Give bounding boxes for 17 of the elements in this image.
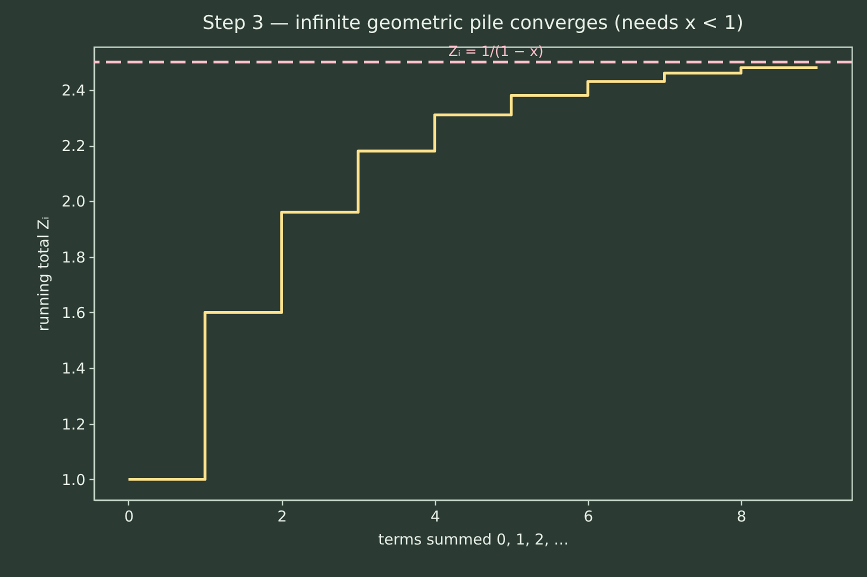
annotation: Zᵢ = 1/(1 − x)	[448, 44, 544, 60]
y-tick-label: 2.0	[62, 192, 86, 211]
chart-title: Step 3 — infinite geometric pile converges (needs x < 1)	[202, 12, 744, 34]
y-tick-label: 1.4	[62, 360, 86, 378]
x-tick-label: 6	[584, 508, 594, 526]
y-tick-label: 1.8	[62, 248, 86, 266]
x-tick-label: 2	[277, 508, 287, 526]
y-tick-label: 1.0	[62, 470, 86, 489]
x-tick-label: 4	[430, 508, 440, 526]
y-tick-label: 1.6	[62, 304, 86, 322]
y-tick-label: 2.2	[62, 137, 86, 155]
y-tick-label: 1.2	[62, 415, 86, 434]
y-axis-title: running total Zᵢ	[34, 216, 53, 332]
y-tick-label: 2.4	[62, 81, 86, 100]
x-tick-label: 0	[124, 508, 134, 526]
x-tick-label: 8	[736, 508, 746, 526]
x-axis-title: terms summed 0, 1, 2, …	[378, 530, 569, 548]
